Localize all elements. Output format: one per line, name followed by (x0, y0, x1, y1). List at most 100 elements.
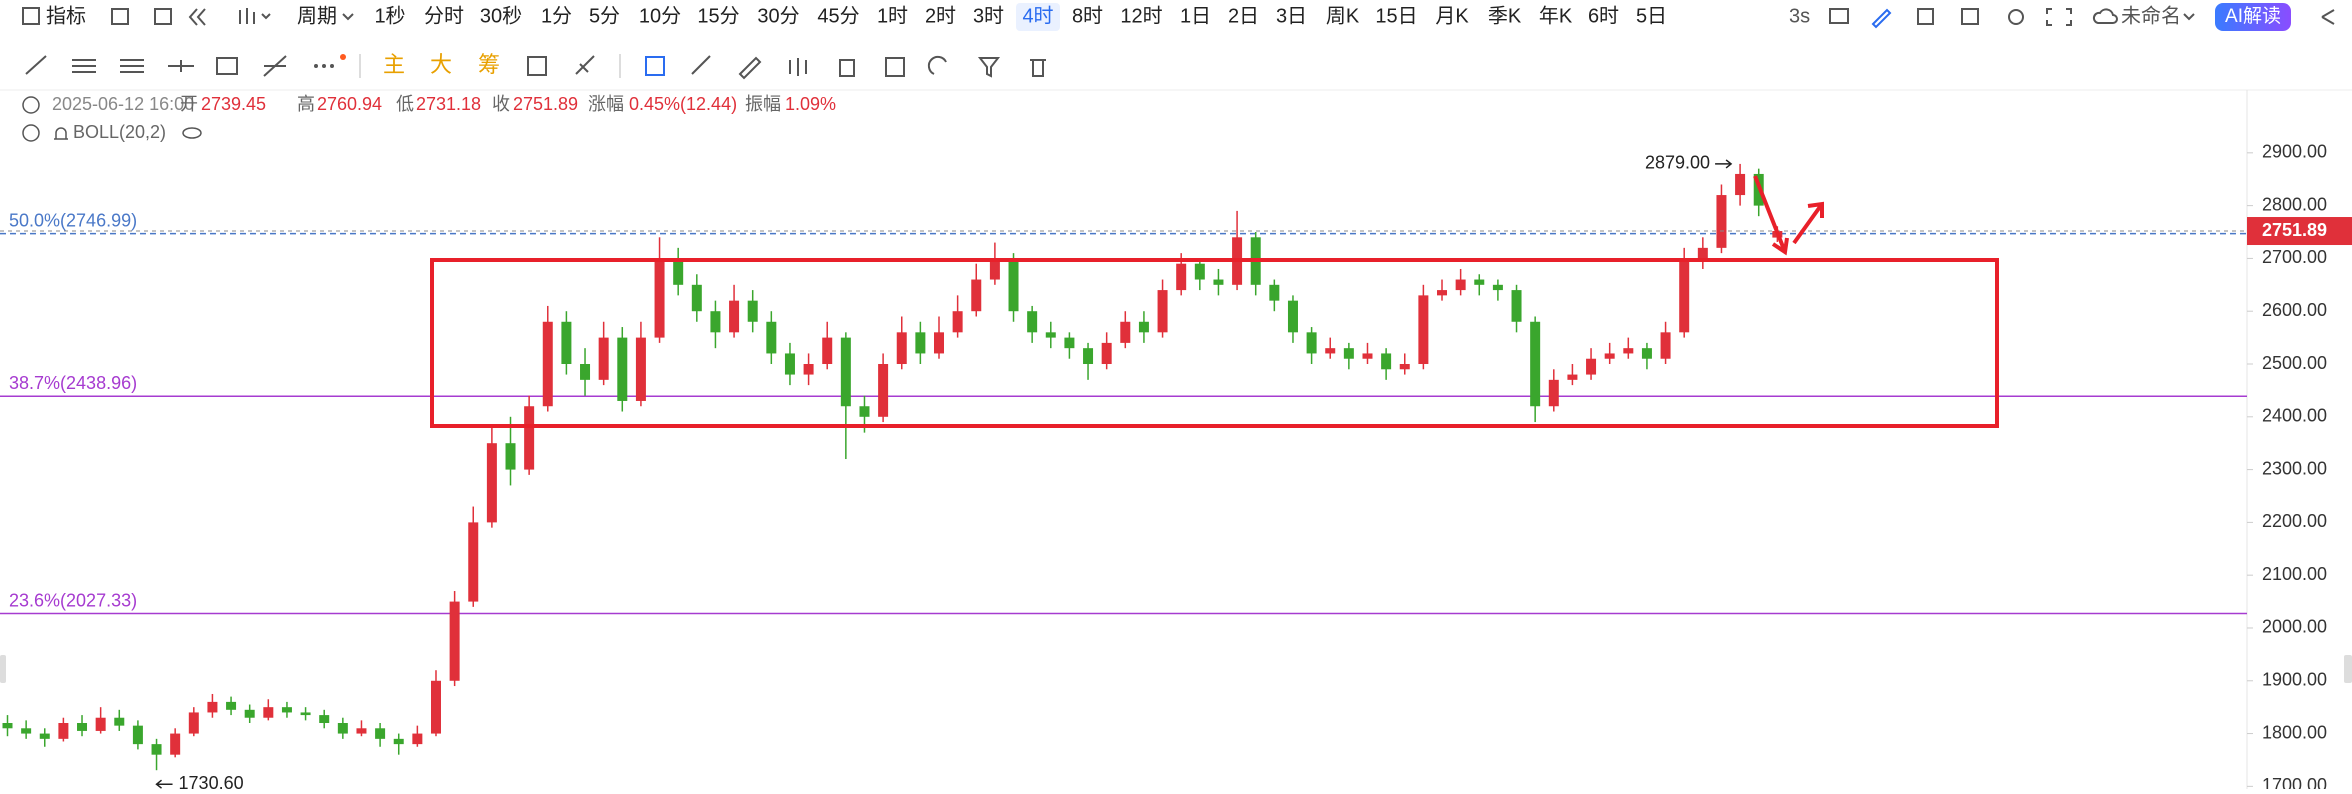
candle-body (561, 321, 572, 365)
timeframe[interactable]: 30分 (757, 4, 799, 27)
cross-tool[interactable] (168, 60, 194, 72)
sync-tool[interactable] (527, 56, 547, 76)
ai-button-bg[interactable] (2215, 3, 2291, 31)
indicator-icon[interactable] (22, 7, 40, 25)
timeframe[interactable]: 1日 (1180, 5, 1211, 27)
candle-body (281, 707, 292, 713)
timeframe[interactable]: 30秒 (480, 4, 522, 27)
candle-body (1362, 353, 1373, 359)
candle-body (505, 443, 516, 470)
timeframe[interactable]: 5分 (589, 4, 620, 27)
timeframe[interactable]: 年K (1539, 4, 1573, 27)
more-dot[interactable] (322, 64, 326, 68)
timeframe[interactable]: 12时 (1120, 4, 1162, 27)
candle-body (784, 353, 795, 375)
info-label: 涨幅 (588, 94, 624, 114)
candle-body (1660, 332, 1671, 359)
timeframe[interactable]: 3日 (1276, 5, 1307, 27)
left-handle[interactable] (0, 655, 6, 683)
timeframe[interactable]: 2时 (925, 4, 956, 27)
more-dot[interactable] (314, 64, 318, 68)
layout-name[interactable]: 未命名 (2121, 4, 2181, 27)
alert-icon[interactable] (54, 127, 68, 140)
collapse-icon[interactable] (22, 124, 40, 142)
chart-type-icon[interactable] (239, 8, 271, 24)
indicator-button[interactable]: 指标 (46, 4, 86, 27)
lock-tool[interactable] (839, 59, 855, 77)
rect-tool[interactable] (216, 57, 238, 75)
ai-button[interactable]: AI解读 (2225, 5, 2281, 27)
candle-body (207, 701, 218, 713)
hide-indicator[interactable] (182, 127, 202, 139)
snapshot-icon[interactable] (1829, 8, 1849, 24)
ruler-tool[interactable] (691, 55, 711, 75)
timeframe[interactable]: 8时 (1072, 4, 1103, 27)
timeframe[interactable]: 1分 (541, 4, 572, 27)
timeframe[interactable]: 3时 (973, 4, 1004, 27)
candle-body (952, 311, 963, 333)
template-icon[interactable] (111, 8, 129, 25)
y-tick-label: 2700.00 (2262, 247, 2327, 267)
timeframe[interactable]: 周K (1326, 5, 1360, 27)
refresh-rate[interactable]: 3s (1789, 5, 1810, 27)
layout-icon[interactable] (154, 8, 172, 25)
line-tool[interactable] (25, 55, 47, 75)
fib-tool[interactable] (120, 59, 144, 73)
period-button[interactable]: 周期 (297, 5, 337, 27)
y-tick-label: 1900.00 (2262, 670, 2327, 690)
timeframe[interactable]: 5日 (1636, 5, 1667, 27)
timeframe[interactable]: 6时 (1588, 4, 1619, 27)
settings-icon[interactable] (2008, 9, 2024, 25)
magnet-tool[interactable] (645, 56, 665, 76)
compare-icon[interactable] (1961, 8, 1979, 25)
cloud-icon (2092, 8, 2118, 24)
timeframe[interactable]: 1时 (877, 4, 908, 27)
gann-tool[interactable] (263, 55, 287, 77)
candle-body (1027, 311, 1038, 333)
extreme-label: 2879.00 (1645, 153, 1710, 173)
brush-tool[interactable] (738, 56, 762, 80)
collapse-icon[interactable] (22, 96, 40, 114)
overlay-tool[interactable]: 主 (383, 52, 405, 77)
more-dot[interactable] (330, 64, 334, 68)
note-tool[interactable] (885, 57, 905, 77)
candle-body (1269, 284, 1280, 301)
timeframe[interactable]: 1秒 (374, 4, 405, 27)
fib-label: 23.6%(2027.33) (9, 590, 137, 610)
candle-body (1101, 342, 1112, 365)
timeframe[interactable]: 15日 (1375, 5, 1417, 27)
timeframe[interactable]: 2日 (1228, 5, 1259, 27)
timeframe[interactable]: 4时 (1022, 4, 1053, 27)
y-tick-label: 2500.00 (2262, 353, 2327, 373)
candle-body (1083, 348, 1094, 365)
replay-icon[interactable] (188, 8, 206, 26)
delete-tool[interactable] (1030, 59, 1046, 77)
overlay-tool[interactable]: 大 (430, 52, 452, 77)
hide-tool[interactable] (927, 55, 947, 75)
candle-body (673, 258, 684, 285)
measure-tool[interactable] (575, 55, 595, 75)
candle-tool[interactable] (789, 58, 807, 76)
timeframe[interactable]: 15分 (697, 4, 739, 27)
candle-body (542, 321, 553, 407)
period-chevron (342, 13, 354, 21)
candle-body (878, 364, 889, 417)
y-tick-label: 2300.00 (2262, 458, 2327, 478)
extreme-label: 1730.60 (179, 773, 244, 789)
timeframe[interactable]: 季K (1488, 4, 1522, 27)
fullscreen-icon[interactable] (2046, 8, 2072, 26)
overlay-tool[interactable]: 筹 (478, 52, 500, 77)
candle-body (822, 337, 833, 365)
right-handle[interactable] (2344, 655, 2352, 683)
candle-body (95, 717, 106, 731)
timeframe[interactable]: 分时 (424, 4, 464, 27)
timeframe[interactable]: 10分 (639, 4, 681, 27)
filter-tool[interactable] (977, 57, 1001, 78)
timeframe[interactable]: 月K (1435, 5, 1469, 27)
share-icon[interactable] (2321, 9, 2335, 25)
channel-tool[interactable] (72, 59, 96, 73)
window-icon[interactable] (1917, 8, 1934, 25)
draw-icon[interactable] (1871, 8, 1892, 29)
timeframe[interactable]: 45分 (817, 4, 859, 27)
candle-body (747, 300, 758, 322)
